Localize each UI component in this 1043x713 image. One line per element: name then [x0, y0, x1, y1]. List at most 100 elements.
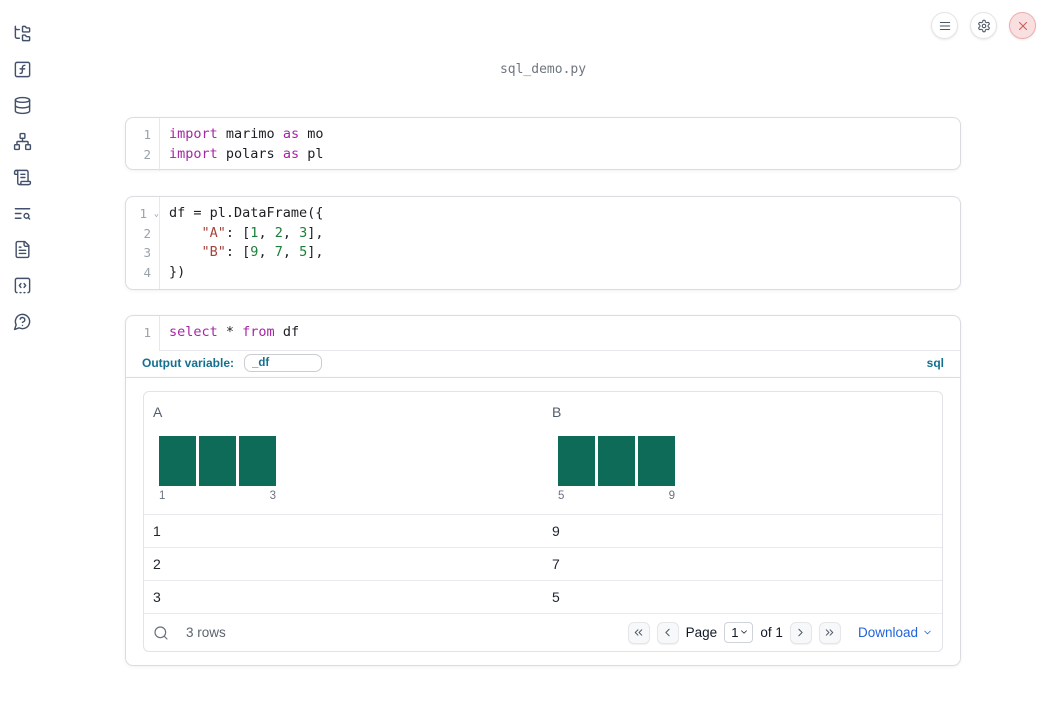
line-number: 1 ⌄ [126, 204, 159, 224]
network-icon [13, 132, 32, 151]
page-select-value: 1 [731, 625, 739, 640]
code-text: df = pl.DataFrame({ [169, 205, 324, 221]
table-footer: 3 rows Page 1 of 1 Download [144, 613, 942, 651]
sidebar-item-data-sources[interactable] [4, 87, 40, 123]
line-number: 4 [143, 264, 151, 280]
text-search-icon [13, 204, 32, 223]
window-controls [931, 12, 1036, 39]
notebook-title: sql_demo.py [499, 62, 587, 77]
code-cell-imports: 1 import marimo as mo 2 import polars as pl [125, 117, 961, 171]
table-cell: 3 [153, 589, 161, 605]
histogram-bar [199, 436, 236, 486]
page-select[interactable]: 1 [724, 622, 754, 643]
table-cell: 7 [552, 556, 560, 572]
histogram-max-label: 3 [269, 490, 276, 502]
last-page-button[interactable] [818, 621, 841, 644]
sidebar-item-outline[interactable] [4, 195, 40, 231]
code-editor[interactable]: 1 select * from df [126, 316, 960, 350]
gutter-divider [159, 316, 160, 350]
download-label: Download [857, 625, 918, 640]
prev-page-button[interactable] [656, 621, 679, 644]
sidebar-item-help[interactable] [4, 303, 40, 339]
code-line: 2 import polars as pl [126, 145, 960, 165]
chevron-down-icon [922, 625, 933, 641]
pagination: Page 1 of 1 Download [627, 621, 933, 644]
line-number: 3 [143, 245, 151, 260]
histogram-bar [159, 436, 196, 486]
histogram-min-label: 1 [159, 490, 166, 502]
help-circle-icon [13, 312, 32, 331]
code-line: 4}) [126, 263, 960, 283]
menu-icon [938, 19, 952, 33]
table-cell: 2 [153, 556, 161, 572]
code-line: 1 ⌄ df = pl.DataFrame({ [126, 204, 960, 224]
sidebar-item-snippets[interactable] [4, 267, 40, 303]
histogram-bar [239, 436, 276, 486]
code-line: 1 select * from df [126, 323, 960, 343]
code-text: import marimo as mo [169, 126, 324, 142]
sidebar-item-file-explorer[interactable] [4, 15, 40, 51]
histogram-bar [558, 436, 595, 486]
code-square-icon [13, 276, 32, 295]
sidebar-item-logs[interactable] [4, 159, 40, 195]
chevron-down-icon [739, 625, 749, 640]
histogram-bar [638, 436, 675, 486]
code-line: 1 import marimo as mo [126, 125, 960, 145]
sidebar-item-documentation[interactable] [4, 231, 40, 267]
code-cell-sql: 1 select * from df Output variable: sql [125, 315, 961, 377]
file-tree-icon [13, 24, 32, 43]
scroll-text-icon [13, 168, 32, 187]
gear-icon [977, 19, 991, 33]
function-square-icon [13, 60, 32, 79]
page-label: Page [685, 625, 718, 640]
code-editor[interactable]: 1 ⌄ df = pl.DataFrame({ 2 "A": [1, 2, 3], 3 … [126, 197, 960, 289]
sidebar-item-dependency-graph[interactable] [4, 123, 40, 159]
code-text: }) [169, 263, 186, 280]
next-page-button[interactable] [789, 621, 812, 644]
download-button[interactable]: Download [858, 625, 933, 641]
first-page-button[interactable] [627, 621, 650, 644]
helper-sidebar [0, 0, 44, 713]
line-number: 1 [143, 325, 151, 340]
column-name: B [552, 404, 562, 420]
search-icon[interactable] [153, 625, 169, 641]
page-of-label: of 1 [760, 625, 783, 640]
search-icon [153, 625, 169, 641]
menu-button[interactable] [931, 12, 958, 39]
settings-button[interactable] [970, 12, 997, 39]
code-text: select * from df [169, 324, 300, 340]
close-button[interactable] [1009, 12, 1036, 39]
fold-chevron-icon[interactable]: ⌄ [153, 209, 159, 219]
gutter-divider [159, 118, 160, 171]
code-line: 3 "B": [9, 7, 5], [126, 243, 960, 263]
close-icon [1016, 19, 1030, 33]
line-number: 1 [143, 127, 151, 142]
sidebar-item-functions[interactable] [4, 51, 40, 87]
line-number: 2 [143, 146, 151, 162]
language-badge: sql [926, 356, 944, 370]
table-cell: 5 [552, 589, 560, 605]
code-text: import polars as pl [169, 145, 324, 162]
histogram-max-label: 9 [668, 490, 675, 502]
database-icon [13, 96, 32, 115]
code-cell-dataframe: 1 ⌄ df = pl.DataFrame({ 2 "A": [1, 2, 3], 3 … [125, 196, 961, 290]
code-text: "A": [1, 2, 3], [201, 224, 324, 241]
line-number: 2 [143, 225, 151, 241]
code-editor[interactable]: 1 import marimo as mo 2 import polars as pl [126, 118, 960, 171]
sql-cell-footer: Output variable: sql [126, 349, 960, 377]
code-text: "B": [9, 7, 5], [201, 244, 324, 260]
output-variable-input[interactable] [244, 354, 323, 372]
histogram-min-label: 5 [558, 490, 565, 502]
gutter-divider [159, 197, 160, 289]
table-cell: 1 [153, 523, 161, 539]
